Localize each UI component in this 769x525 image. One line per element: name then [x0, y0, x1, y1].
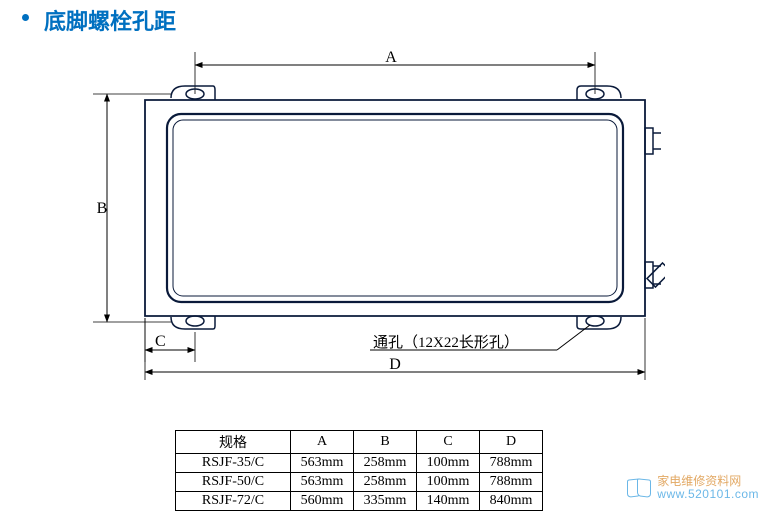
- col-header-spec: 规格: [176, 431, 291, 454]
- col-header-B: B: [354, 431, 417, 454]
- hole-note-text: 通孔（12X22长形孔）: [373, 334, 519, 351]
- table-cell: 840mm: [480, 492, 543, 511]
- table-cell: 258mm: [354, 473, 417, 492]
- table-row: RSJF-50/C563mm258mm100mm788mm: [176, 473, 543, 492]
- table-cell: RSJF-72/C: [176, 492, 291, 511]
- table-cell: 140mm: [417, 492, 480, 511]
- col-header-A: A: [291, 431, 354, 454]
- table-cell: 563mm: [291, 473, 354, 492]
- device-body: [145, 86, 665, 329]
- dim-A: A: [195, 50, 595, 94]
- spec-table: 规格 A B C D RSJF-35/C563mm258mm100mm788mm…: [175, 430, 543, 511]
- book-icon: [625, 477, 653, 499]
- watermark-text-url: www.520101.com: [657, 488, 759, 501]
- page-title: 底脚螺栓孔距: [44, 4, 176, 36]
- table-cell: 100mm: [417, 473, 480, 492]
- dim-label-C: C: [155, 333, 166, 350]
- table-cell: RSJF-35/C: [176, 454, 291, 473]
- dim-label-B: B: [97, 200, 108, 217]
- table-cell: 560mm: [291, 492, 354, 511]
- watermark: 家电维修资料网 www.520101.com: [625, 475, 759, 501]
- dim-label-A: A: [385, 50, 397, 66]
- col-header-D: D: [480, 431, 543, 454]
- table-body: RSJF-35/C563mm258mm100mm788mmRSJF-50/C56…: [176, 454, 543, 511]
- table-row: RSJF-72/C560mm335mm140mm840mm: [176, 492, 543, 511]
- table-cell: 788mm: [480, 454, 543, 473]
- table-cell: 100mm: [417, 454, 480, 473]
- table-row: RSJF-35/C563mm258mm100mm788mm: [176, 454, 543, 473]
- hole-note: 通孔（12X22长形孔）: [370, 325, 590, 351]
- table-cell: 563mm: [291, 454, 354, 473]
- table-header-row: 规格 A B C D: [176, 431, 543, 454]
- engineering-drawing: A: [85, 50, 665, 380]
- dim-B: B: [93, 94, 171, 322]
- table-cell: 788mm: [480, 473, 543, 492]
- bullet-icon: [22, 14, 29, 21]
- table-cell: 258mm: [354, 454, 417, 473]
- watermark-text-cn: 家电维修资料网: [657, 475, 759, 488]
- col-header-C: C: [417, 431, 480, 454]
- table-cell: RSJF-50/C: [176, 473, 291, 492]
- dim-label-D: D: [389, 356, 401, 373]
- table-cell: 335mm: [354, 492, 417, 511]
